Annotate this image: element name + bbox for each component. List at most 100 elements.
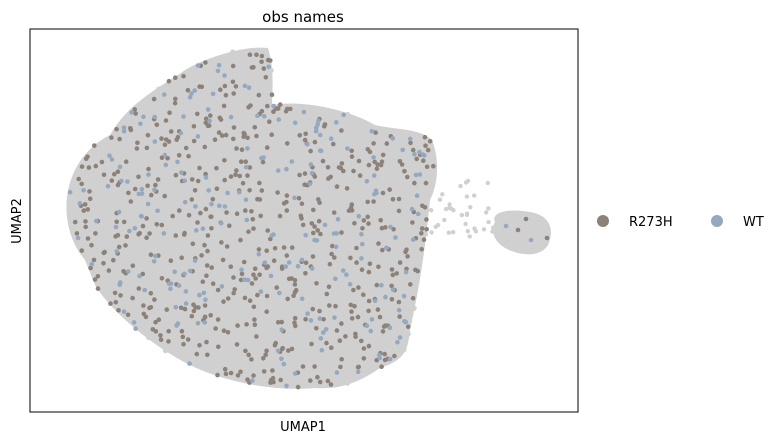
cell-point-r273h xyxy=(308,378,313,383)
background-cell xyxy=(459,212,465,218)
background-cell xyxy=(224,231,231,237)
background-cell xyxy=(367,286,373,292)
cell-point-r273h xyxy=(166,78,172,84)
cell-point-r273h xyxy=(366,221,371,226)
cell-point-r273h xyxy=(251,226,256,231)
cell-point-r273h xyxy=(394,271,400,276)
background-cell xyxy=(137,162,143,168)
colored-cells xyxy=(67,52,550,390)
cell-point-r273h xyxy=(264,293,270,299)
background-cell xyxy=(257,280,263,286)
background-cell xyxy=(236,113,242,119)
cell-point-wt xyxy=(400,147,406,153)
cell-point-r273h xyxy=(265,228,271,233)
background-cell xyxy=(320,311,326,317)
cell-point-wt xyxy=(225,190,230,196)
background-cell xyxy=(283,150,289,156)
background-cell xyxy=(274,297,280,303)
cell-point-r273h xyxy=(356,158,362,164)
background-cell xyxy=(134,210,140,216)
cell-point-wt xyxy=(243,197,249,202)
cell-point-r273h xyxy=(221,328,227,334)
background-cell xyxy=(360,169,366,175)
background-cell xyxy=(338,375,344,381)
cell-point-r273h xyxy=(116,244,122,250)
background-cell xyxy=(367,174,373,181)
background-cell xyxy=(268,67,274,73)
cell-point-r273h xyxy=(324,291,330,297)
cell-point-r273h xyxy=(275,320,281,325)
cell-point-r273h xyxy=(359,338,364,344)
cell-point-wt xyxy=(183,301,189,306)
cell-point-r273h xyxy=(93,163,99,169)
cell-point-r273h xyxy=(427,139,433,144)
cell-point-wt xyxy=(209,201,214,207)
cell-point-r273h xyxy=(228,264,234,270)
cell-point-r273h xyxy=(231,290,236,296)
cell-point-r273h xyxy=(162,142,168,147)
cell-point-r273h xyxy=(243,348,248,354)
cell-point-wt xyxy=(173,304,179,310)
cell-point-r273h xyxy=(144,235,149,240)
cell-point-r273h xyxy=(147,231,152,236)
cell-point-r273h xyxy=(231,275,236,280)
cell-point-r273h xyxy=(202,303,208,308)
background-cell xyxy=(91,206,98,212)
background-cell xyxy=(484,210,489,215)
cell-point-wt xyxy=(262,260,268,265)
cell-point-r273h xyxy=(326,284,332,290)
cell-point-r273h xyxy=(193,305,198,310)
background-cell xyxy=(285,212,291,218)
background-cell xyxy=(219,107,225,113)
cell-point-r273h xyxy=(233,172,238,177)
cell-point-r273h xyxy=(159,136,164,141)
background-cell xyxy=(437,197,443,202)
cell-point-r273h xyxy=(123,159,129,164)
cell-point-r273h xyxy=(361,218,367,223)
cell-point-wt xyxy=(383,294,388,300)
cell-point-r273h xyxy=(292,278,298,283)
cell-point-r273h xyxy=(339,128,344,133)
cell-point-r273h xyxy=(241,134,246,139)
cell-point-wt xyxy=(161,231,167,236)
background-cell xyxy=(335,273,341,279)
background-cell xyxy=(208,244,214,250)
cell-point-r273h xyxy=(172,100,178,106)
cell-point-r273h xyxy=(351,287,356,293)
cell-point-r273h xyxy=(231,125,237,130)
background-cell xyxy=(287,130,293,136)
background-cell xyxy=(266,136,272,142)
cell-point-wt xyxy=(239,267,244,273)
background-cell xyxy=(465,229,470,234)
background-cell xyxy=(319,185,325,191)
cell-point-r273h xyxy=(155,177,161,182)
cell-point-wt xyxy=(187,361,192,366)
background-cell xyxy=(486,206,491,211)
background-cell xyxy=(300,339,306,345)
cell-point-r273h xyxy=(197,165,202,171)
background-cell xyxy=(287,374,293,380)
cell-point-r273h xyxy=(371,141,376,146)
cell-point-wt xyxy=(244,217,250,223)
cell-point-r273h xyxy=(263,352,269,358)
cell-point-wt xyxy=(183,289,189,294)
background-cell xyxy=(208,333,214,339)
cell-point-wt xyxy=(328,136,334,141)
cell-point-wt xyxy=(412,152,417,157)
background-cell xyxy=(485,180,490,186)
cell-point-wt xyxy=(309,266,315,271)
cell-point-r273h xyxy=(292,282,298,287)
background-cell xyxy=(279,121,285,127)
cell-point-wt xyxy=(334,120,339,125)
cell-point-wt xyxy=(218,220,224,226)
cell-point-r273h xyxy=(83,224,88,230)
cell-point-r273h xyxy=(361,356,367,361)
cell-point-wt xyxy=(397,335,403,340)
cell-point-r273h xyxy=(264,265,269,271)
cell-point-wt xyxy=(308,318,314,323)
background-cell xyxy=(263,253,269,259)
background-cell xyxy=(159,170,165,176)
cell-point-r273h xyxy=(222,366,228,372)
cell-point-r273h xyxy=(310,254,316,259)
cell-point-r273h xyxy=(380,247,385,253)
